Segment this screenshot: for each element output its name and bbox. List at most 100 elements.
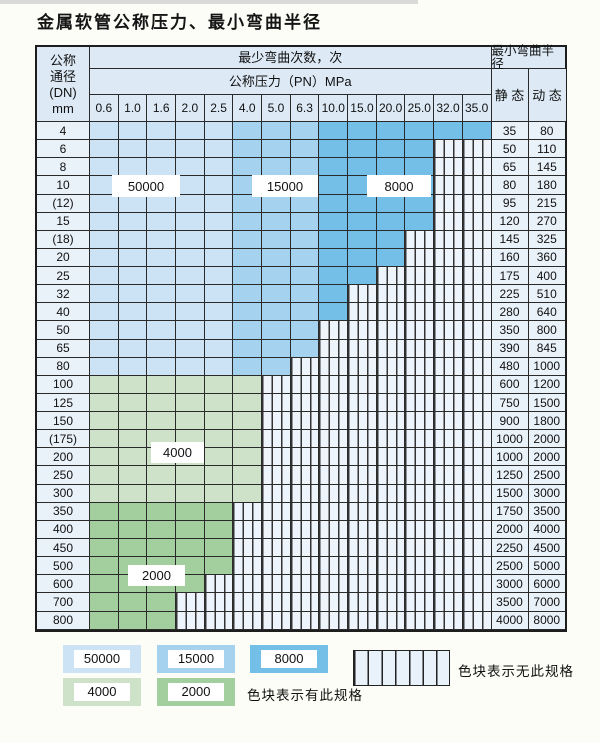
static-value-cell: 1000 [491, 430, 529, 449]
spec-cell [204, 357, 234, 376]
spec-cell [462, 393, 492, 413]
spec-cell [90, 430, 119, 449]
spec-cell [118, 357, 148, 376]
spec-cell [290, 285, 320, 304]
spec-cell [233, 158, 263, 177]
spec-cell [176, 194, 205, 213]
spec-cell [348, 321, 377, 340]
spec-cell [176, 593, 205, 612]
dn-cell: 300 [37, 484, 90, 503]
spec-cell [176, 212, 205, 231]
spec-cell [118, 538, 148, 558]
dn-cell: 65 [37, 339, 90, 358]
spec-cell [90, 557, 119, 576]
spec-cell [348, 448, 377, 467]
spec-cell [348, 357, 377, 376]
dynamic-value-cell: 8000 [528, 611, 565, 630]
spec-cell [147, 285, 177, 304]
spec-cell [204, 122, 234, 141]
dynamic-value-cell: 1500 [528, 393, 565, 413]
spec-cell [233, 248, 263, 268]
spec-cell [462, 520, 492, 539]
spec-cell [290, 248, 320, 268]
dynamic-value-cell: 2000 [528, 448, 565, 467]
dn-cell: 250 [37, 466, 90, 485]
spec-cell [405, 339, 435, 358]
spec-cell [376, 321, 406, 340]
dynamic-value-cell: 7000 [528, 593, 565, 612]
dynamic-value-cell: 270 [528, 212, 565, 231]
dynamic-value-cell: 5000 [528, 557, 565, 576]
spec-cell [147, 466, 177, 485]
spec-cell [462, 140, 492, 159]
dn-cell: 15 [37, 212, 90, 231]
spec-cell [405, 321, 435, 340]
spec-cell [348, 158, 377, 177]
spec-cell [204, 430, 234, 449]
pressure-tick-cell: 15.0 [348, 95, 377, 122]
spec-cell [348, 194, 377, 213]
spec-cell [176, 538, 205, 558]
spec-cell [118, 448, 148, 467]
spec-cell [204, 466, 234, 485]
dn-cell: 10 [37, 176, 90, 195]
static-value-cell: 120 [491, 212, 529, 231]
spec-cell [376, 357, 406, 376]
spec-cell [348, 212, 377, 231]
spec-cell [434, 412, 463, 431]
static-value-cell: 480 [491, 357, 529, 376]
spec-cell [90, 611, 119, 630]
spec-cell [319, 502, 349, 521]
spec-cell [233, 520, 263, 539]
dynamic-value-cell: 800 [528, 321, 565, 340]
dn-cell: (12) [37, 194, 90, 213]
static-value-cell: 145 [491, 230, 529, 249]
spec-cell [90, 321, 119, 340]
spec-cell [90, 339, 119, 358]
spec-cell [262, 448, 291, 467]
spec-cell [405, 448, 435, 467]
spec-cell [376, 502, 406, 521]
spec-cell [262, 357, 291, 376]
spec-cell [319, 267, 349, 286]
pressure-tick-cell: 25.0 [405, 95, 435, 122]
static-value-cell: 280 [491, 303, 529, 322]
spec-cell [319, 448, 349, 467]
spec-cell [90, 285, 119, 304]
spec-cell [434, 520, 463, 539]
spec-cell [434, 466, 463, 485]
spec-cell [462, 466, 492, 485]
spec-cell [434, 502, 463, 521]
static-value-cell: 2500 [491, 557, 529, 576]
legend-has-spec-note: 色块表示有此规格 [247, 688, 363, 703]
spec-cell [462, 122, 492, 141]
spec-cell [348, 393, 377, 413]
spec-cell [233, 339, 263, 358]
spec-cell [290, 339, 320, 358]
spec-cell [233, 140, 263, 159]
spec-cell [176, 484, 205, 503]
legend-swatch-50000: 50000 [63, 645, 141, 673]
spec-cell [176, 412, 205, 431]
spec-cell [348, 339, 377, 358]
pressure-tick-cell: 2.5 [204, 95, 234, 122]
spec-cell [176, 393, 205, 413]
spec-cell [176, 158, 205, 177]
spec-cell [434, 122, 463, 141]
spec-cell [462, 267, 492, 286]
spec-cell [319, 248, 349, 268]
spec-cell [462, 212, 492, 231]
legend-swatch-label: 50000 [73, 650, 131, 668]
spec-cell [90, 538, 119, 558]
spec-cell [405, 466, 435, 485]
spec-cell [462, 448, 492, 467]
static-value-cell: 3000 [491, 575, 529, 594]
spec-cell [233, 557, 263, 576]
spec-cell [319, 575, 349, 594]
dn-cell: 40 [37, 303, 90, 322]
spec-cell [348, 248, 377, 268]
spec-cell [262, 557, 291, 576]
spec-cell [204, 393, 234, 413]
dynamic-value-cell: 3500 [528, 502, 565, 521]
spec-cell [376, 339, 406, 358]
